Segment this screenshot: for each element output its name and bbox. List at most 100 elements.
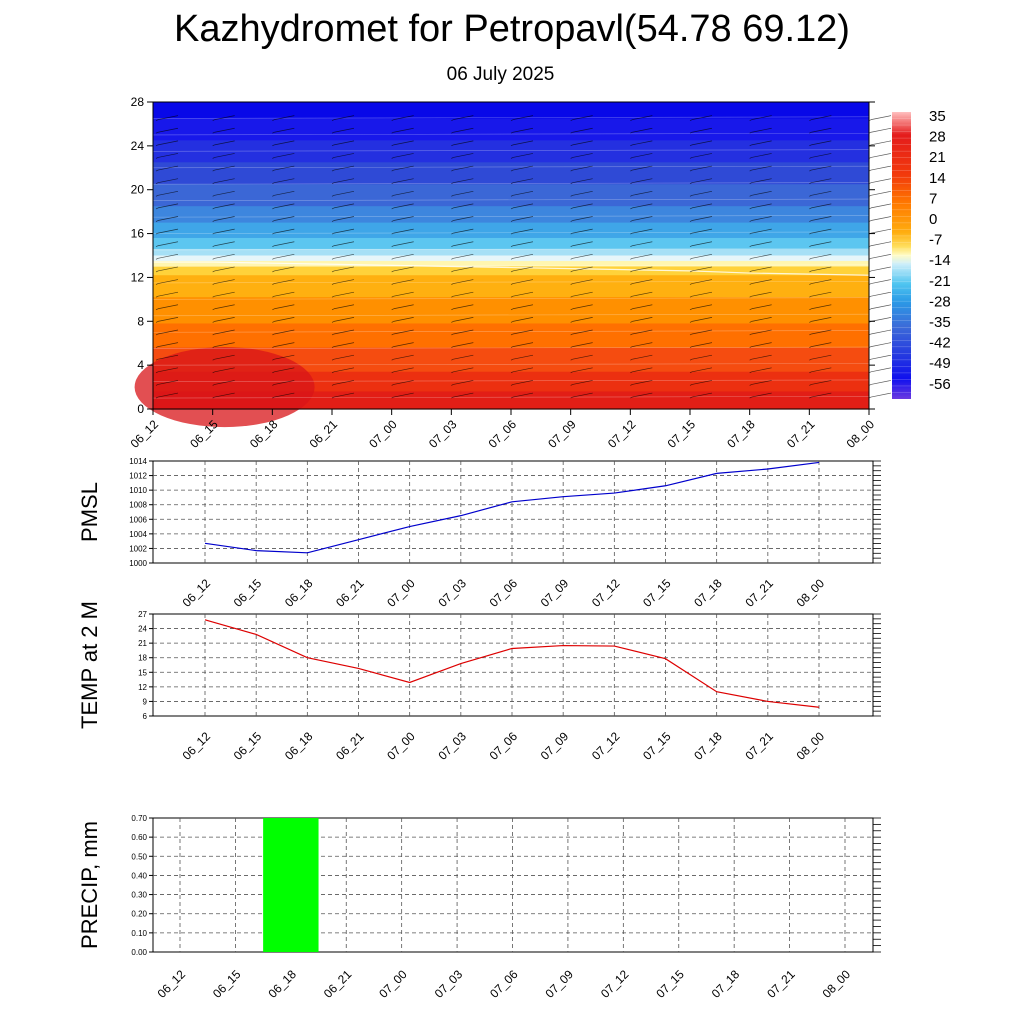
- wind-barb: [451, 232, 454, 235]
- wind-barb: [512, 291, 534, 297]
- wind-barb: [570, 207, 573, 210]
- isotherm-line: [152, 215, 870, 218]
- wind-barb: [572, 140, 593, 146]
- wind-barb: [689, 283, 693, 285]
- wind-barb: [691, 178, 713, 184]
- precip-x-tick-label: 07_09: [543, 967, 577, 1001]
- temp-x-tick-label: 07_21: [742, 729, 776, 763]
- temperature-band-11: [153, 266, 869, 276]
- wind-barb: [393, 279, 414, 284]
- wind-barb: [333, 178, 355, 184]
- wind-barb: [809, 384, 812, 386]
- wind-barb: [331, 333, 335, 336]
- wind-barb: [630, 182, 633, 184]
- wind-barb: [689, 321, 693, 323]
- wind-barb: [751, 392, 772, 398]
- wind-barb: [572, 153, 593, 158]
- wind-barb: [512, 317, 534, 322]
- wind-barb: [274, 266, 295, 272]
- wind-barb: [630, 371, 633, 374]
- wind-barb: [809, 245, 812, 248]
- wind-barb: [451, 358, 454, 361]
- wind-barb: [333, 190, 355, 196]
- wind-barb: [811, 392, 832, 398]
- wind-barb: [632, 165, 653, 171]
- wind-barb: [274, 253, 295, 259]
- wind-barb: [749, 308, 752, 311]
- wind-barb: [689, 270, 693, 273]
- wind-barb: [572, 178, 593, 184]
- temp-y-tick-label: 27: [138, 610, 147, 619]
- wind-barb: [751, 342, 772, 347]
- wind-barb: [451, 396, 454, 399]
- wind-barb: [393, 203, 414, 209]
- precip-x-tick-label: 08_00: [820, 967, 854, 1001]
- wind-barb: [453, 216, 474, 221]
- wind-barb: [870, 253, 892, 259]
- pmsl-x-tick-label: 07_18: [691, 576, 725, 610]
- wind-barb: [751, 266, 772, 272]
- wind-barb: [333, 392, 355, 398]
- wind-barb: [572, 115, 593, 120]
- wind-barb: [632, 153, 653, 158]
- wind-barb: [331, 295, 335, 298]
- isotherm-line: [152, 248, 870, 251]
- wind-barb: [630, 283, 633, 285]
- x-tick-label: 07_06: [486, 417, 520, 451]
- wind-barb: [809, 119, 812, 121]
- x-tick-label: 07_12: [605, 417, 639, 451]
- wind-barb: [510, 346, 514, 348]
- wind-barb: [632, 203, 653, 209]
- wind-barb: [274, 304, 295, 310]
- wind-barb: [274, 228, 295, 234]
- wind-barb: [391, 384, 394, 386]
- wind-barb: [274, 241, 295, 247]
- wind-barb: [870, 380, 892, 385]
- wind-barb: [453, 380, 474, 385]
- wind-barb: [453, 317, 474, 322]
- wind-barb: [331, 182, 335, 184]
- wind-barb: [391, 182, 394, 184]
- wind-barb: [214, 153, 235, 158]
- temp-x-tick-label: 06_15: [231, 729, 265, 763]
- wind-barb: [632, 241, 653, 247]
- wind-barb: [155, 194, 159, 197]
- wind-barb: [333, 279, 355, 284]
- pmsl-x-tick-label: 06_15: [231, 576, 265, 610]
- wind-barb: [393, 178, 414, 184]
- wind-barb: [212, 333, 215, 336]
- wind-barb: [870, 392, 892, 398]
- x-tick-label: 07_09: [545, 417, 579, 451]
- wind-barb: [212, 384, 215, 386]
- pmsl-x-tick-label: 07_21: [742, 576, 776, 610]
- wind-barb: [749, 245, 752, 248]
- wind-barb: [809, 232, 812, 235]
- wind-barb: [333, 165, 355, 171]
- temperature-band-9: [153, 255, 869, 262]
- isotherm-line: [152, 330, 870, 333]
- temperature-band-0: [153, 102, 869, 120]
- wind-barb: [155, 321, 159, 323]
- wind-barb: [212, 270, 215, 273]
- wind-barb: [870, 216, 892, 221]
- wind-barb: [451, 321, 454, 323]
- wind-barb: [572, 241, 593, 247]
- wind-barb: [155, 371, 159, 374]
- temperature-band-16: [153, 371, 869, 393]
- wind-barb: [749, 358, 752, 361]
- wind-barb: [751, 115, 772, 120]
- wind-barb: [157, 178, 179, 184]
- wind-barb: [691, 266, 713, 272]
- wind-barb: [391, 220, 394, 222]
- wind-barb: [393, 367, 414, 373]
- isotherm-line: [152, 116, 870, 119]
- wind-barb: [274, 216, 295, 221]
- wind-barb: [749, 384, 752, 386]
- wind-barb: [453, 392, 474, 398]
- wind-barb: [391, 333, 394, 336]
- wind-barb: [811, 228, 832, 234]
- wind-barb: [212, 119, 215, 121]
- wind-barb: [630, 207, 633, 210]
- wind-barb: [214, 304, 235, 310]
